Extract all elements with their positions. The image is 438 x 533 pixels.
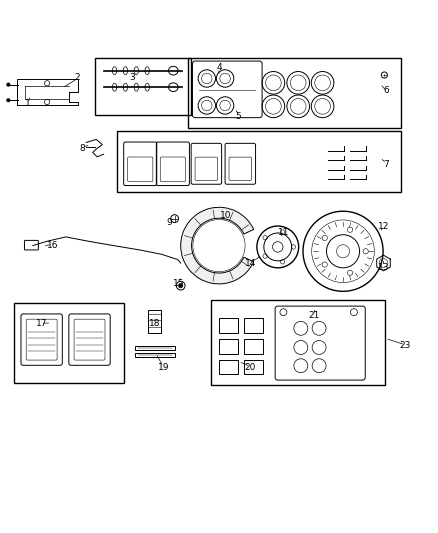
Text: 11: 11 bbox=[278, 228, 289, 237]
Wedge shape bbox=[181, 207, 254, 284]
Text: 14: 14 bbox=[245, 259, 256, 268]
Text: 15: 15 bbox=[173, 279, 185, 287]
Bar bbox=[219, 318, 238, 333]
Text: 4: 4 bbox=[216, 63, 222, 71]
Text: 16: 16 bbox=[47, 241, 59, 250]
Circle shape bbox=[7, 83, 10, 86]
Text: 9: 9 bbox=[166, 217, 172, 227]
Text: 1: 1 bbox=[25, 99, 30, 108]
Text: 23: 23 bbox=[399, 341, 411, 350]
Text: 6: 6 bbox=[384, 86, 389, 95]
Bar bbox=[187, 59, 401, 128]
Text: 10: 10 bbox=[220, 211, 231, 220]
Text: 5: 5 bbox=[236, 112, 241, 121]
Text: 13: 13 bbox=[378, 263, 389, 272]
Bar bbox=[14, 303, 124, 383]
Bar bbox=[244, 339, 263, 353]
Text: 7: 7 bbox=[384, 160, 389, 169]
Text: 20: 20 bbox=[245, 363, 256, 372]
Bar bbox=[148, 310, 161, 333]
Bar bbox=[219, 339, 238, 353]
Bar bbox=[135, 346, 175, 350]
Bar bbox=[219, 360, 238, 375]
Bar bbox=[211, 301, 385, 385]
Text: 3: 3 bbox=[129, 72, 135, 82]
Text: 18: 18 bbox=[149, 319, 160, 328]
Text: 21: 21 bbox=[308, 311, 320, 320]
Bar bbox=[95, 59, 191, 115]
Circle shape bbox=[179, 284, 183, 288]
Text: 17: 17 bbox=[35, 319, 47, 328]
Text: 2: 2 bbox=[75, 72, 80, 82]
Bar bbox=[244, 318, 263, 333]
Text: 8: 8 bbox=[79, 143, 85, 152]
Circle shape bbox=[7, 99, 10, 102]
Bar bbox=[135, 353, 175, 357]
Bar bbox=[244, 360, 263, 375]
Text: 12: 12 bbox=[378, 222, 389, 231]
Bar bbox=[117, 131, 401, 192]
Text: 19: 19 bbox=[158, 363, 169, 372]
